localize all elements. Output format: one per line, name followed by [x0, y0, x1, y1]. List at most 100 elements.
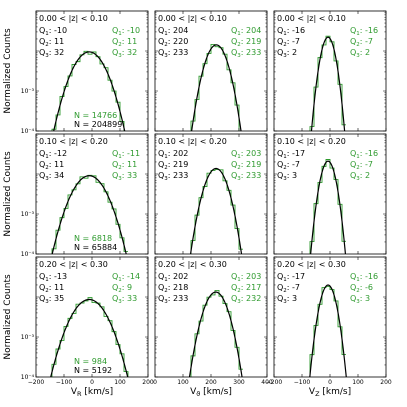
q3-green: Q3: 232 — [231, 294, 261, 305]
curves — [186, 167, 243, 254]
q2-black: Q2: 219 — [158, 160, 188, 171]
q2-black: Q2: -7 — [277, 160, 300, 171]
x-axis-label: VZ [km/s] — [309, 387, 351, 398]
series-green-histogram — [47, 297, 129, 377]
x-tick-label: 100 — [114, 379, 126, 386]
q3-black: Q3: 3 — [277, 294, 297, 305]
q1-black: Q1: -16 — [277, 26, 305, 37]
x-tick-label: 100 — [352, 379, 364, 386]
q3-black: Q3: 3 — [277, 171, 297, 182]
z-range-label: 0.20 < |z| < 0.30 — [39, 260, 108, 269]
q1-green: Q1: 203 — [231, 272, 261, 283]
x-tick-label: 200 — [205, 379, 217, 386]
q1-black: Q1: -12 — [39, 149, 67, 160]
series-black-line — [310, 160, 347, 254]
q3-black: Q3: 34 — [39, 171, 64, 182]
q2-black: Q2: 11 — [39, 283, 64, 294]
q2-green: Q2: 11 — [112, 160, 137, 171]
curves — [309, 35, 346, 131]
z-range-label: 0.00 < |z| < 0.10 — [277, 14, 346, 23]
z-range-label: 0.10 < |z| < 0.20 — [158, 137, 227, 146]
z-range-label: 0.20 < |z| < 0.30 — [158, 260, 227, 269]
n-black: N = 65884 — [74, 243, 117, 252]
x-tick-label: −100 — [294, 379, 311, 386]
q1-black: Q1: 202 — [158, 272, 188, 283]
q2-green: Q2: 219 — [231, 37, 261, 48]
q3-green: Q3: 233 — [231, 48, 261, 59]
series-green-histogram — [309, 35, 346, 131]
y-tick-label: 10⁻⁴ — [21, 251, 35, 258]
q3-black: Q3: 233 — [158, 294, 188, 305]
q1-green: Q1: 203 — [231, 149, 261, 160]
y-axis-label: Normalized Counts — [3, 151, 13, 237]
x-tick-label: 0 — [90, 379, 94, 386]
x-tick-label: −200 — [266, 379, 283, 386]
q3-green: Q3: 233 — [231, 171, 261, 182]
x-tick-label: 100 — [177, 379, 189, 386]
z-range-label: 0.00 < |z| < 0.10 — [39, 14, 108, 23]
q1-black: Q1: 202 — [158, 149, 188, 160]
y-axis-label: Normalized Counts — [3, 28, 13, 114]
curves — [186, 289, 243, 377]
series-black-line — [188, 291, 243, 377]
x-tick-label: 200 — [142, 379, 154, 386]
x-tick-label: 200 — [380, 379, 392, 386]
z-range-label: 0.10 < |z| < 0.20 — [277, 137, 346, 146]
y-tick-label: 10⁻⁴ — [21, 128, 35, 135]
n-green: N = 6818 — [74, 234, 112, 243]
q1-black: Q1: 204 — [158, 26, 188, 37]
n-green: N = 14766 — [74, 111, 117, 120]
y-tick-label: 10⁻³ — [21, 334, 35, 341]
series-green-histogram — [190, 44, 240, 131]
q2-green: Q2: 219 — [231, 160, 261, 171]
n-black: N = 204899 — [74, 120, 122, 129]
q3-black: Q3: 2 — [277, 48, 297, 59]
series-black-line — [50, 298, 129, 377]
curves — [51, 50, 126, 131]
series-black-line — [309, 284, 347, 377]
q2-green: Q2: 217 — [231, 283, 261, 294]
z-range-label: 0.00 < |z| < 0.10 — [158, 14, 227, 23]
x-tick-label: −100 — [56, 379, 73, 386]
q3-green: Q3: 33 — [112, 294, 137, 305]
x-tick-label: 400 — [261, 379, 273, 386]
x-axis-label: Vϑ [km/s] — [190, 387, 232, 398]
q3-black: Q3: 233 — [158, 171, 188, 182]
x-axis-label: VR [km/s] — [71, 387, 113, 398]
panel-r2-c0: −200 −100 0 100 200 10⁻³ 10⁻⁴ 0.20 < |z| < 0.30… — [21, 256, 154, 386]
q3-green: Q3: 3 — [350, 294, 370, 305]
series-black-line — [310, 36, 346, 131]
series-black-line — [53, 51, 126, 131]
q1-green: Q1: -11 — [112, 149, 140, 160]
q1-black: Q1: -13 — [39, 272, 67, 283]
x-tick-label: 0 — [328, 379, 332, 386]
curves — [190, 44, 242, 131]
curves — [47, 297, 129, 377]
q1-green: Q1: -10 — [112, 26, 140, 37]
q3-green: Q3: 2 — [350, 48, 370, 59]
series-black-line — [189, 167, 243, 254]
q2-green: Q2: 9 — [112, 283, 132, 294]
q2-black: Q2: 11 — [39, 37, 64, 48]
q2-black: Q2: 220 — [158, 37, 188, 48]
q1-green: Q1: -14 — [112, 272, 140, 283]
q2-green: Q2: 11 — [112, 37, 137, 48]
q3-green: Q3: 32 — [112, 48, 137, 59]
q3-green: Q3: 2 — [350, 171, 370, 182]
series-black-line — [51, 175, 127, 254]
series-green-histogram — [309, 159, 346, 254]
y-tick-label: 10⁻³ — [21, 88, 35, 95]
curves — [309, 159, 347, 254]
q2-black: Q2: 11 — [39, 160, 64, 171]
q3-black: Q3: 233 — [158, 48, 188, 59]
q1-black: Q1: -17 — [277, 149, 305, 160]
n-black: N = 5192 — [74, 366, 112, 375]
y-tick-label: 10⁻³ — [21, 211, 35, 218]
